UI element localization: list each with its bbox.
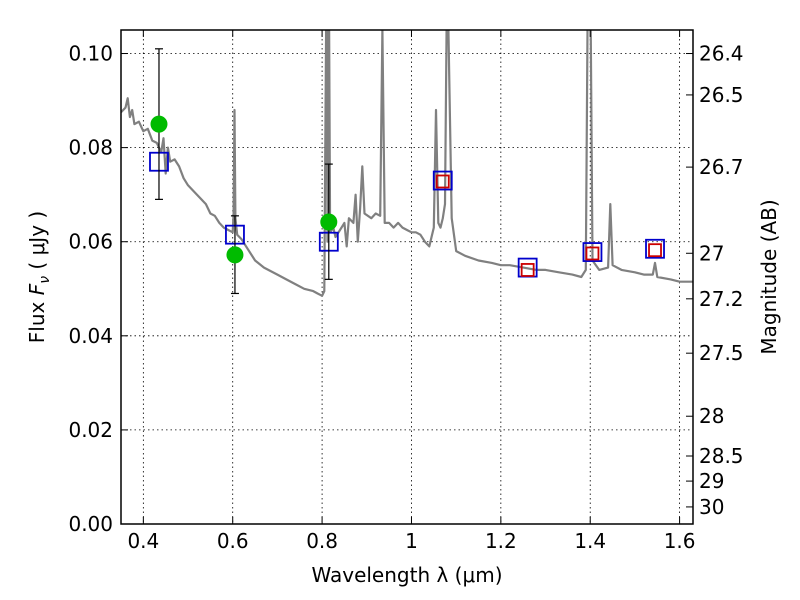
y-axis-label-subscript: ν bbox=[37, 276, 53, 284]
y-tick-label: 0.02 bbox=[68, 418, 113, 442]
y2-tick-label: 26.7 bbox=[699, 155, 744, 179]
y-tick-label: 0.06 bbox=[68, 230, 113, 254]
ticks: 0.4 0.6 0.8 1 1.2 1.4 1.6 0.00 0.02 0.04 0.06 0.08 0… bbox=[68, 30, 744, 553]
y2-tick-label: 26.4 bbox=[699, 42, 744, 66]
y2-tick-label: 30 bbox=[699, 495, 724, 519]
x-tick-label: 0.6 bbox=[217, 529, 249, 553]
model-photometry-square bbox=[582, 242, 603, 262]
spectrum-line bbox=[121, 30, 693, 297]
observed-square bbox=[585, 246, 600, 261]
plot-frame bbox=[120, 29, 694, 525]
data-layer bbox=[121, 30, 693, 297]
y-tick-label: 0.08 bbox=[68, 136, 113, 160]
x-tick-label: 0.8 bbox=[306, 529, 338, 553]
y-axis-label: Flux Fν ( μJy ) bbox=[25, 211, 53, 343]
detection-point bbox=[320, 213, 338, 231]
observed-square bbox=[648, 243, 662, 258]
observed-square bbox=[435, 174, 450, 189]
y-tick-label: 0.00 bbox=[68, 512, 113, 536]
y-tick-label: 0.04 bbox=[68, 324, 113, 348]
x-axis-label: Wavelength λ (μm) bbox=[311, 563, 502, 587]
y-tick-label: 0.10 bbox=[68, 42, 113, 66]
y2-tick-label: 27.5 bbox=[699, 341, 744, 365]
x-tick-label: 1 bbox=[405, 529, 418, 553]
y2-axis-label: Magnitude (AB) bbox=[757, 199, 781, 354]
y-axis-label-symbol: F bbox=[25, 283, 49, 295]
x-tick-label: 0.4 bbox=[127, 529, 159, 553]
x-tick-label: 1.4 bbox=[574, 529, 606, 553]
y2-tick-label: 27.2 bbox=[699, 287, 744, 311]
y2-tick-label: 26.5 bbox=[699, 83, 744, 107]
observed-square bbox=[520, 263, 535, 277]
detection-point bbox=[226, 246, 244, 264]
model-photometry-square bbox=[432, 170, 453, 191]
y-axis-label-suffix: ( μJy ) bbox=[25, 211, 49, 276]
model-photometry-square bbox=[645, 238, 665, 259]
y2-tick-label: 28.5 bbox=[699, 444, 744, 468]
y2-tick-label: 29 bbox=[699, 469, 724, 493]
plot-area bbox=[121, 30, 693, 297]
y-axis-label-prefix: Flux bbox=[25, 295, 49, 343]
y2-tick-label: 27 bbox=[699, 241, 724, 265]
x-tick-label: 1.6 bbox=[664, 529, 696, 553]
y2-tick-label: 28 bbox=[699, 404, 724, 428]
detection-point bbox=[150, 115, 168, 133]
x-tick-label: 1.2 bbox=[485, 529, 517, 553]
